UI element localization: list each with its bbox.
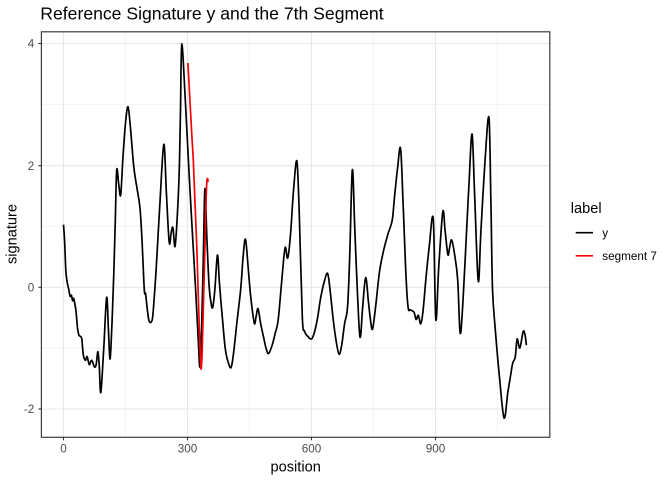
svg-text:0: 0 — [28, 282, 35, 295]
svg-text:position: position — [271, 460, 321, 476]
svg-text:2: 2 — [28, 160, 35, 173]
svg-text:4: 4 — [28, 38, 35, 51]
svg-text:label: label — [571, 201, 602, 217]
svg-text:y: y — [602, 227, 608, 240]
svg-text:signature: signature — [5, 204, 21, 264]
svg-text:600: 600 — [302, 443, 322, 456]
svg-text:segment 7: segment 7 — [602, 250, 657, 263]
svg-text:0: 0 — [60, 443, 67, 456]
svg-text:300: 300 — [178, 443, 198, 456]
svg-text:Reference Signature y and the: Reference Signature y and the 7th Segmen… — [40, 4, 383, 24]
svg-text:-2: -2 — [24, 403, 34, 416]
svg-text:900: 900 — [426, 443, 446, 456]
